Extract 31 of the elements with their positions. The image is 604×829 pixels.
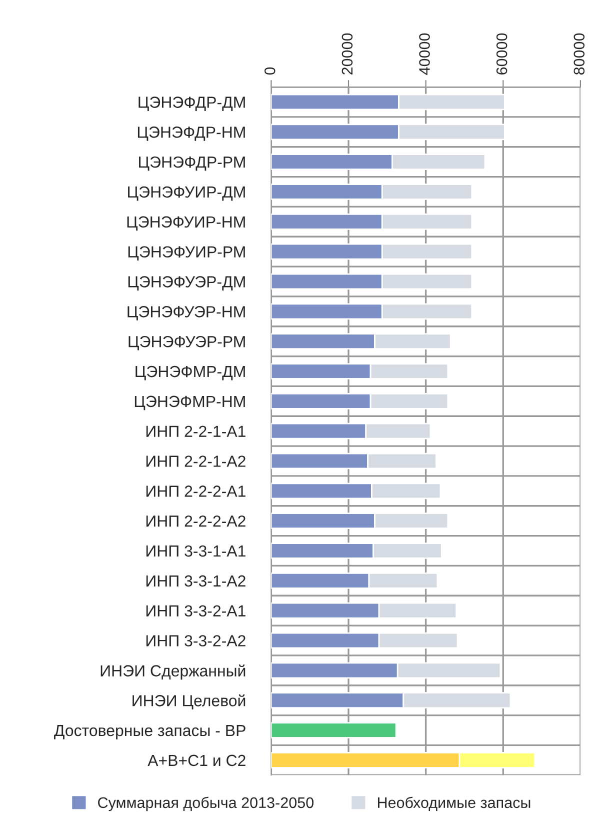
y-tick-label: ИНП 3-3-1-А1	[146, 545, 246, 557]
y-tick-label: ИНП 3-3-2-А1	[146, 605, 246, 617]
y-tick-label: ЦЭНЭФМР-ДМ	[136, 366, 245, 380]
y-tick-label: ЦЭНЭФУЭР-НМ	[128, 306, 245, 320]
y-tick-label: А+В+С1 и С2	[148, 754, 246, 766]
y-tick-label: ЦЭНЭФУИР-РМ	[128, 246, 245, 261]
y-tick-label: ИНЭИ Сдержанный	[100, 664, 246, 680]
legend-label: Необходимые запасы	[378, 796, 530, 811]
y-tick-label: ЦЭНЭФУЭР-ДМ	[128, 276, 245, 290]
y-tick-label: ИНЭИ Целевой	[132, 694, 246, 710]
y-tick-label: ИНП 2-2-2-А1	[146, 486, 246, 497]
y-tick-label: ИНП 3-3-1-А2	[146, 575, 246, 587]
x-tick-label: 80000	[574, 33, 585, 75]
y-tick-label: ИНП 2-2-1-А2	[146, 456, 246, 467]
x-tick-label: 20000	[342, 33, 353, 74]
y-tick-label: ИНП 3-3-2-А2	[146, 635, 246, 646]
x-tick-label: 40000	[419, 33, 430, 75]
y-tick-label: ЦЭНЭФУЭР-РМ	[128, 336, 245, 350]
y-tick-label: ЦЭНЭФУИР-НМ	[127, 216, 245, 231]
y-tick-label: ЦЭНЭФДР-ДМ	[138, 96, 245, 111]
x-tick-label: 0	[264, 67, 276, 75]
y-tick-label: ЦЭНЭФУИР-ДМ	[128, 186, 245, 201]
y-tick-label: ЦЭНЭФМР-НМ	[134, 396, 245, 410]
legend-label: Суммарная добыча 2013-2050	[98, 796, 314, 812]
y-tick-label: ИНП 2-2-1-А1	[146, 426, 246, 437]
y-tick-label: ЦЭНЭФДР-РМ	[139, 156, 245, 171]
y-tick-label: Достоверные запасы - ВР	[54, 725, 246, 740]
y-tick-label: ИНП 2-2-2-А2	[146, 515, 246, 527]
x-tick-label: 60000	[496, 33, 508, 74]
y-tick-label: ЦЭНЭФДР-НМ	[138, 126, 245, 141]
bar	[271, 722, 397, 738]
